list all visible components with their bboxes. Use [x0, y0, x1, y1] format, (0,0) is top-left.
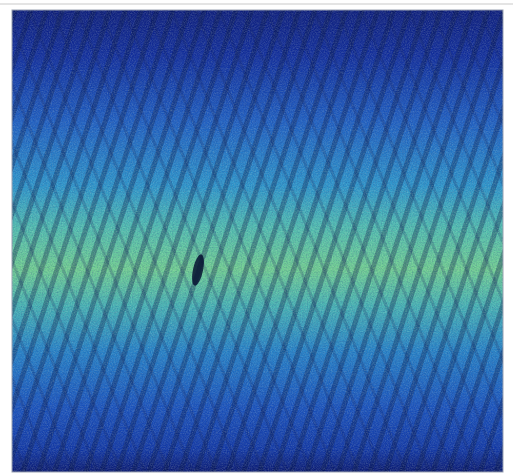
speckle-dark — [12, 10, 503, 472]
page: {} html, body { margin: 0; padding: 0; b… — [0, 0, 513, 475]
screenshot — [0, 0, 513, 475]
body — [0, 0, 513, 475]
micrograph — [12, 10, 503, 472]
